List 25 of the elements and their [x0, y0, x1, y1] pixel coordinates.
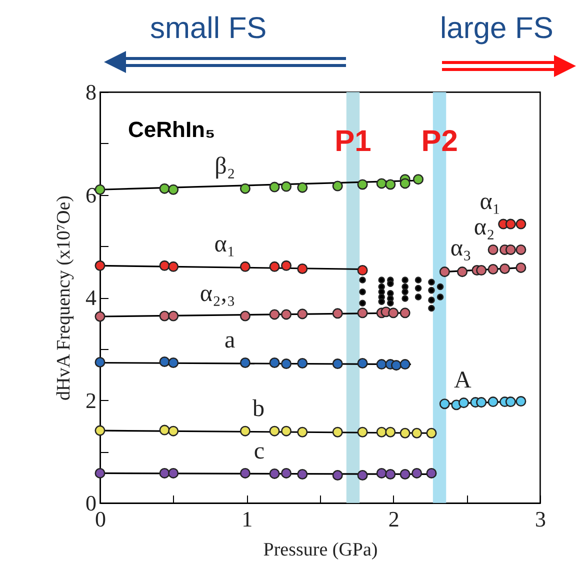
x-axis-title: Pressure (GPa) [263, 540, 378, 560]
series-label: c [254, 438, 265, 465]
series-label: α₁ [480, 189, 501, 216]
text: CeRhIn₅ [128, 117, 216, 142]
series-label: α₃ [450, 235, 472, 262]
text: small FS [150, 12, 267, 46]
y-tick-label: 8 [86, 80, 96, 104]
series-label: β₂ [214, 154, 236, 180]
y-tick-label: 0 [86, 490, 96, 516]
series-label: A [454, 367, 472, 394]
y-tick-label: 6 [86, 182, 96, 208]
band-label: P1 [334, 125, 372, 158]
band-label: P2 [421, 125, 458, 158]
series-label: a [224, 328, 236, 354]
series-label: b [252, 396, 265, 422]
text: large FS [440, 12, 554, 46]
series-label: α₁ [214, 232, 236, 258]
series-label: α₂ [474, 214, 495, 241]
x-tick-label: 2 [388, 506, 400, 532]
y-axis-title: dHvA Frequency (x10⁷Oe) [54, 195, 74, 401]
x-tick-label: 3 [535, 506, 546, 532]
y-tick-label: 4 [86, 285, 96, 310]
series-label: α₂,₃ [200, 280, 236, 307]
y-tick-label: 2 [86, 388, 96, 413]
x-tick-label: 1 [242, 506, 253, 532]
